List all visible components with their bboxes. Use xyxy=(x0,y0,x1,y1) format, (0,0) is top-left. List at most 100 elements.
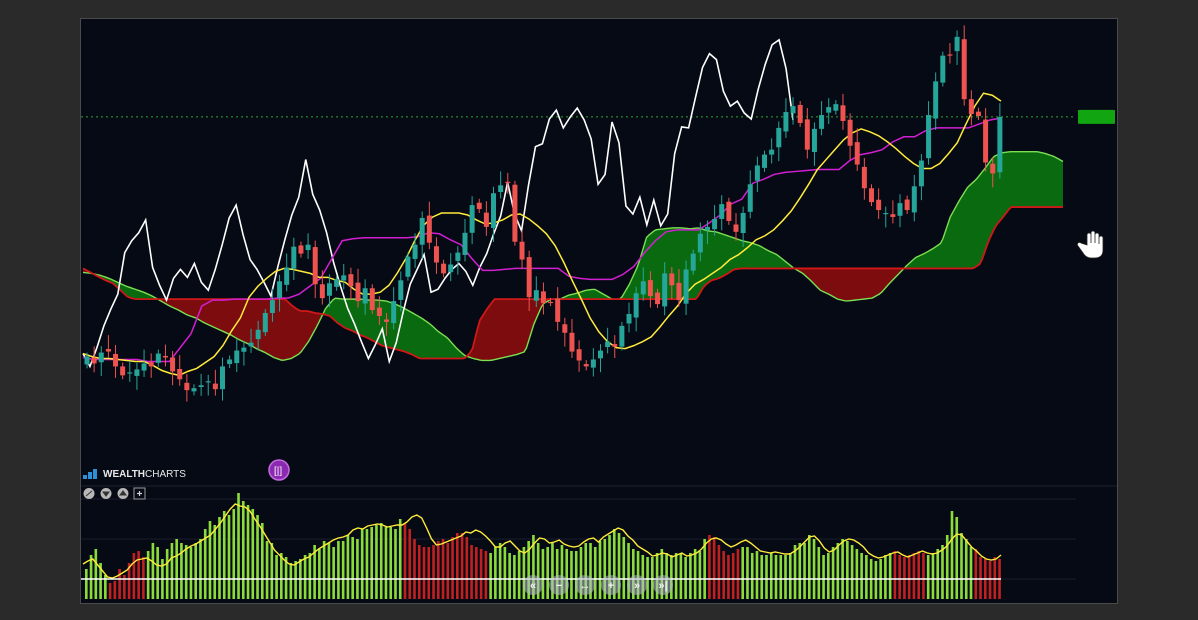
volume-bar-up xyxy=(574,551,578,599)
volume-bar-up xyxy=(375,525,378,599)
bearish-candle xyxy=(526,257,532,298)
volume-bar-down xyxy=(470,545,473,599)
volume-bar-up xyxy=(341,541,345,599)
zoom-down-icon[interactable] xyxy=(100,488,112,499)
volume-bar-up xyxy=(522,547,526,599)
volume-bar-up xyxy=(498,543,502,599)
volume-bar-up xyxy=(237,493,240,599)
bearish-candle xyxy=(162,355,168,358)
volume-bar-up xyxy=(931,553,935,599)
volume-bar-up xyxy=(203,529,207,599)
bullish-candle xyxy=(790,106,796,114)
volume-bar-up xyxy=(517,551,521,599)
volume-bar-up xyxy=(827,553,830,599)
volume-bar-down xyxy=(993,557,997,599)
volume-bar-up xyxy=(941,545,944,599)
bullish-candle xyxy=(241,347,247,352)
volume-bar-up xyxy=(360,529,364,599)
brand-name-bold: WEALTH xyxy=(103,469,145,480)
bearish-cloud-segment xyxy=(793,267,904,301)
volume-bar-up xyxy=(379,523,383,599)
zoom-up-icon-glyph xyxy=(119,490,127,496)
fit-icon-glyph: ↔ xyxy=(580,580,591,592)
bullish-candle xyxy=(954,36,960,52)
bullish-candle xyxy=(248,342,254,347)
bullish-candle xyxy=(326,283,332,296)
bullish-candle xyxy=(997,117,1003,173)
zoom-minus-icon[interactable]: − xyxy=(549,575,569,595)
volume-bar-up xyxy=(384,527,388,599)
bullish-candle xyxy=(491,193,497,229)
volume-bar-up xyxy=(322,541,326,599)
zoom-plus-icon[interactable]: + xyxy=(601,575,621,595)
bullish-candle xyxy=(712,218,718,230)
volume-bar-up xyxy=(807,535,811,599)
bullish-candle xyxy=(605,341,611,348)
bearish-candle xyxy=(426,215,432,243)
end-icon[interactable]: »| xyxy=(653,575,673,595)
hand-cursor-shape xyxy=(1077,230,1104,259)
zoom-out-icon[interactable] xyxy=(83,488,95,499)
fit-icon[interactable]: ↔ xyxy=(575,575,595,595)
bearish-candle xyxy=(726,201,732,221)
volume-bar-down xyxy=(708,535,711,599)
chart-panel[interactable]: WEALTHCHARTS [|] « − ↔ + » »| xyxy=(80,18,1118,604)
volume-bar-down xyxy=(123,575,126,599)
volume-bar-down xyxy=(417,545,421,599)
zoom-plus-icon-glyph: + xyxy=(608,580,614,592)
zoom-down-icon-glyph xyxy=(102,491,110,497)
bearish-candle xyxy=(148,362,154,367)
volume-bar-down xyxy=(903,557,906,599)
volume-bar-up xyxy=(670,555,673,599)
volume-bar-up xyxy=(865,555,868,599)
bullish-candle xyxy=(833,104,839,111)
volume-bar-down xyxy=(432,545,435,599)
bullish-candle xyxy=(391,301,397,324)
add-icon-box xyxy=(133,487,146,500)
volume-bar-up xyxy=(546,547,549,599)
volume-bar-up xyxy=(750,553,754,599)
hand-cursor-icon xyxy=(1077,230,1104,259)
bullish-candle xyxy=(619,325,625,347)
volume-bar-up xyxy=(860,553,863,599)
volume-bar-up xyxy=(936,549,940,599)
volume-bar-up xyxy=(565,549,569,599)
bullish-candle xyxy=(897,203,903,216)
volume-bar-up xyxy=(313,545,316,599)
bullish-candle xyxy=(747,184,753,212)
rewind-icon-circle xyxy=(523,575,543,595)
bearish-candle xyxy=(519,241,525,260)
volume-bar-down xyxy=(403,523,407,599)
brand-name-light: CHARTS xyxy=(145,469,186,480)
volume-bar-up xyxy=(146,551,150,599)
bearish-candle xyxy=(177,368,183,380)
volume-bar-up xyxy=(332,547,335,599)
volume-bar-down xyxy=(456,533,459,599)
forward-icon[interactable]: » xyxy=(627,575,647,595)
volume-bar-up xyxy=(532,535,535,599)
bullish-candle xyxy=(269,300,275,313)
rewind-icon[interactable]: « xyxy=(523,575,543,595)
volume-bar-up xyxy=(536,543,540,599)
volume-bar-down xyxy=(427,547,431,599)
volume-bar-up xyxy=(570,551,573,599)
volume-bar-up xyxy=(784,555,787,599)
volume-bar-up xyxy=(703,539,706,599)
bullish-candle xyxy=(754,165,760,181)
zoom-up-icon[interactable] xyxy=(117,488,129,499)
bullish-candle xyxy=(819,115,825,129)
volume-bar-up xyxy=(589,543,592,599)
volume-bar-down xyxy=(731,553,735,599)
volume-bar-up xyxy=(89,555,93,599)
add-icon[interactable] xyxy=(133,487,146,500)
volume-bar-up xyxy=(85,569,88,599)
zoom-minus-icon-circle xyxy=(549,575,569,595)
bullish-candle xyxy=(469,205,475,233)
bearish-candle xyxy=(184,382,190,391)
indicator-toggle-button[interactable]: [|] xyxy=(268,459,290,481)
volume-bar-down xyxy=(988,561,992,599)
volume-bar-up xyxy=(370,527,374,599)
volume-bars xyxy=(85,493,1001,599)
bearish-candle xyxy=(861,166,867,189)
volume-bar-up xyxy=(831,547,835,599)
